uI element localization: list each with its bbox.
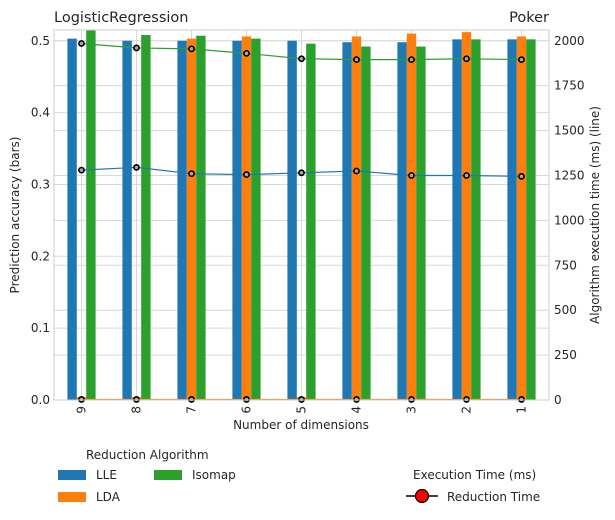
time-point-lda xyxy=(298,396,305,403)
time-point-isomap xyxy=(298,55,305,63)
y-left-tick-label: 0.3 xyxy=(31,177,50,191)
bar-lda xyxy=(186,38,197,400)
time-point-lle xyxy=(78,166,85,174)
time-point-isomap xyxy=(408,56,415,64)
bar-isomap xyxy=(416,46,426,401)
plot-frame xyxy=(53,29,550,401)
y-left-tick-label: 0.0 xyxy=(31,393,50,407)
bar-lle xyxy=(67,38,77,400)
bar-lle xyxy=(287,40,297,400)
bar-lda xyxy=(516,36,527,401)
time-point-lle xyxy=(353,167,360,175)
y-right-tick-label: 750 xyxy=(554,258,577,272)
legend-time-title: Execution Time (ms) xyxy=(413,468,536,482)
y-right-tick-label: 2000 xyxy=(554,34,585,48)
time-point-lda xyxy=(133,396,140,403)
bar-lle xyxy=(177,40,187,400)
title-right: Poker xyxy=(509,10,549,26)
bar-lle xyxy=(342,42,352,400)
y-right-tick-label: 1500 xyxy=(554,124,585,138)
time-point-lda xyxy=(463,396,470,403)
bar-isomap xyxy=(306,43,316,401)
bar-lle xyxy=(507,39,517,400)
time-point-lda xyxy=(408,396,415,403)
y-right-tick-label: 0 xyxy=(554,393,562,407)
bar-layer xyxy=(67,30,536,401)
y-left-tick-label: 0.1 xyxy=(31,321,50,335)
bar-lle xyxy=(397,42,407,400)
bar-isomap xyxy=(141,35,151,401)
bar-lda xyxy=(406,33,417,401)
legend-swatch-lda xyxy=(58,492,86,502)
time-point-isomap xyxy=(188,45,195,53)
time-point-lda xyxy=(78,396,85,403)
x-tick-label: 9 xyxy=(75,406,89,414)
bar-lda xyxy=(241,36,252,401)
x-tick-label: 1 xyxy=(515,406,529,414)
bar-lle xyxy=(232,40,242,400)
time-point-lle xyxy=(133,164,140,171)
time-point-lle xyxy=(463,172,470,179)
x-tick-label: 6 xyxy=(240,406,254,414)
x-tick-label: 4 xyxy=(350,406,364,414)
time-point-lda xyxy=(188,396,195,403)
legend-label-lle: LLE xyxy=(96,468,117,482)
time-point-isomap xyxy=(518,56,525,64)
legend-time-marker xyxy=(414,488,430,504)
legend-algorithms: Reduction Algorithm LLE LDA Isomap xyxy=(58,448,236,504)
bar-lda xyxy=(461,32,472,401)
time-point-isomap xyxy=(243,49,250,57)
y-right-tick-label: 500 xyxy=(554,303,577,317)
y-right-tick-label: 1000 xyxy=(554,213,585,227)
legend-algorithms-title: Reduction Algorithm xyxy=(86,448,209,462)
bar-lda xyxy=(351,36,362,401)
x-tick-label: 3 xyxy=(405,406,419,414)
time-point-isomap xyxy=(133,44,140,52)
y-left-tick-label: 0.5 xyxy=(31,34,50,48)
time-point-lda xyxy=(518,396,525,403)
y-right-tick-label: 1250 xyxy=(554,168,585,182)
time-point-isomap xyxy=(463,55,470,63)
x-tick-label: 7 xyxy=(185,406,199,414)
bar-isomap xyxy=(526,39,536,400)
x-tick-label: 2 xyxy=(460,406,474,414)
time-point-isomap xyxy=(353,56,360,64)
y-right-tick-label: 250 xyxy=(554,348,577,362)
x-axis-label: Number of dimensions xyxy=(233,418,369,432)
time-point-lle xyxy=(518,172,525,180)
legend-label-lda: LDA xyxy=(96,490,121,504)
time-point-isomap xyxy=(78,40,85,47)
bar-lle xyxy=(122,40,132,400)
legend-swatch-isomap xyxy=(154,470,182,480)
legend-time-label: Reduction Time xyxy=(447,490,540,504)
time-point-lle xyxy=(298,169,305,177)
y-axis-label-left: Prediction accuracy (bars) xyxy=(8,137,22,294)
time-point-lle xyxy=(188,170,195,178)
x-tick-label: 8 xyxy=(130,406,144,414)
y-left-tick-label: 0.2 xyxy=(31,249,50,263)
bar-isomap xyxy=(471,39,481,400)
y-right-tick-label: 1750 xyxy=(554,79,585,93)
legend-label-isomap: Isomap xyxy=(192,468,236,482)
bar-isomap xyxy=(196,35,206,401)
bar-isomap xyxy=(361,46,371,401)
line-layer xyxy=(78,40,525,403)
legend-time: Execution Time (ms) Reduction Time xyxy=(406,468,540,504)
bar-isomap xyxy=(86,30,96,400)
bar-lle xyxy=(452,39,462,400)
tick-layer: 0.0 0.1 0.2 0.3 0.4 0.5 0 250 500 750 1000 1250 1500… xyxy=(31,34,585,414)
time-point-lle xyxy=(243,171,250,178)
title-left: LogisticRegression xyxy=(54,10,188,26)
x-tick-label: 5 xyxy=(295,406,309,414)
bar-isomap xyxy=(251,38,261,400)
time-point-lda xyxy=(243,396,250,403)
legend-swatch-lle xyxy=(58,470,86,480)
time-point-lle xyxy=(408,172,415,179)
time-point-lda xyxy=(353,396,360,403)
y-axis-label-right: Algorithm execution time (ms) (line) xyxy=(588,106,602,324)
y-left-tick-label: 0.4 xyxy=(31,106,50,120)
